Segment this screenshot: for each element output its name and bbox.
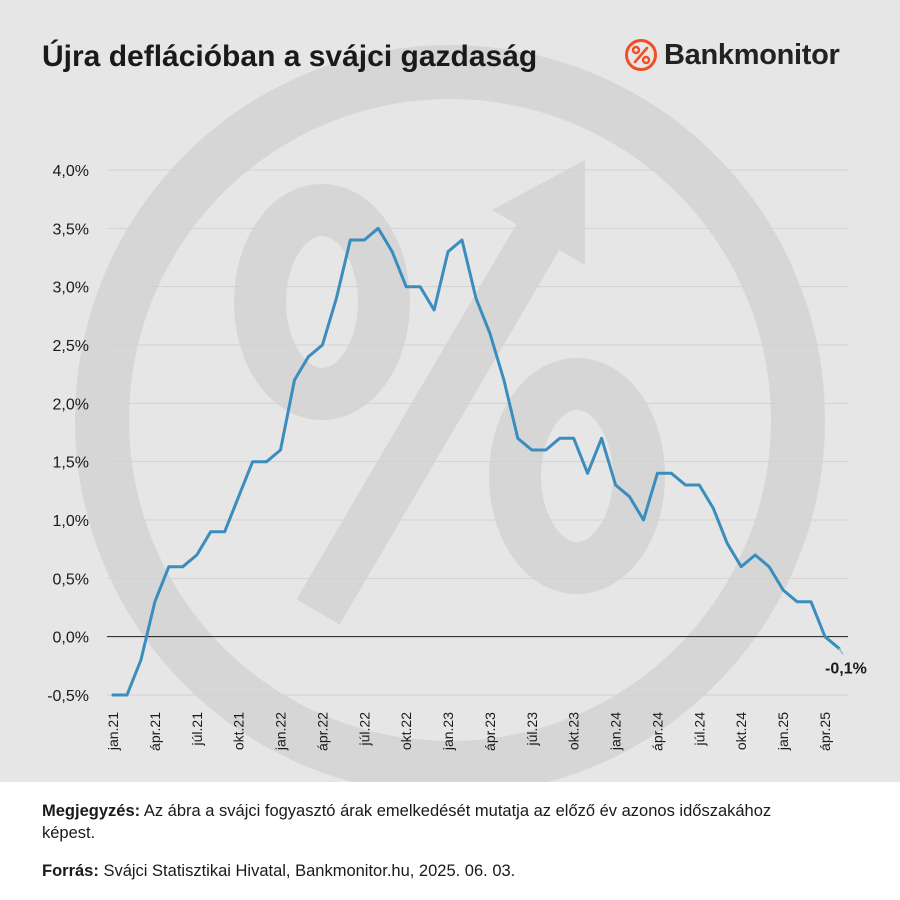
source-label: Forrás: xyxy=(42,862,99,880)
y-tick-label: 0,0% xyxy=(53,630,89,647)
x-tick-label: jan.25 xyxy=(775,712,791,751)
end-value-label: -0,1% xyxy=(825,660,867,677)
x-tick-label: okt.22 xyxy=(398,712,414,750)
x-tick-label: jan.23 xyxy=(440,712,456,751)
y-tick-label: 2,5% xyxy=(53,338,89,355)
chart: -0,5% 0,0% 0,5% 1,0% 1,5% 2,0% 2,5% 3,0% 3,5% 4,0… xyxy=(47,45,867,782)
y-tick-label: 1,5% xyxy=(53,455,89,472)
x-tick-label: okt.21 xyxy=(231,712,247,750)
y-tick-label: 0,5% xyxy=(53,571,89,588)
x-tick-label: jan.22 xyxy=(273,712,289,751)
x-tick-label: júl.22 xyxy=(356,712,372,747)
x-tick-label: ápr.23 xyxy=(482,712,498,751)
percent-arrow-watermark-icon xyxy=(75,45,825,782)
brand-logo: Bankmonitor xyxy=(624,36,840,74)
series-line xyxy=(111,226,841,697)
chart-source: Forrás: Svájci Statisztikai Hivatal, Ban… xyxy=(42,860,822,882)
note-label: Megjegyzés: xyxy=(42,802,141,820)
y-tick-label: 2,0% xyxy=(53,396,89,413)
y-tick-label: 3,5% xyxy=(53,221,89,238)
y-tick-label: 3,0% xyxy=(53,280,89,297)
y-axis-ticks: -0,5% 0,0% 0,5% 1,0% 1,5% 2,0% 2,5% 3,0% 3,5% 4,0… xyxy=(47,163,89,705)
x-tick-label: ápr.25 xyxy=(817,712,833,751)
x-axis-ticks: jan.21 ápr.21 júl.21 okt.21 jan.22 ápr.22 júl.… xyxy=(105,712,833,751)
y-tick-label: -0,5% xyxy=(47,688,89,705)
brand-name: Bankmonitor xyxy=(664,38,840,71)
x-tick-label: jan.24 xyxy=(608,712,624,751)
percent-circle-icon xyxy=(625,39,657,71)
chart-note: Megjegyzés: Az ábra a svájci fogyasztó á… xyxy=(42,800,822,844)
end-label-leader xyxy=(838,647,844,655)
x-tick-label: jan.21 xyxy=(105,712,121,751)
x-tick-label: júl.23 xyxy=(524,712,540,747)
x-tick-label: ápr.22 xyxy=(314,712,330,751)
y-tick-label: 1,0% xyxy=(53,513,89,530)
source-text: Svájci Statisztikai Hivatal, Bankmonitor… xyxy=(103,862,516,880)
x-tick-label: júl.24 xyxy=(691,712,707,747)
x-tick-label: júl.21 xyxy=(189,712,205,747)
x-tick-label: ápr.21 xyxy=(147,712,163,751)
x-tick-label: okt.24 xyxy=(733,712,749,750)
page-title: Újra deflációban a svájci gazdaság xyxy=(42,40,538,73)
note-text: Az ábra a svájci fogyasztó árak emelkedé… xyxy=(42,802,772,842)
x-tick-label: ápr.24 xyxy=(649,712,665,751)
y-tick-label: 4,0% xyxy=(53,163,89,180)
x-tick-label: okt.23 xyxy=(566,712,582,750)
